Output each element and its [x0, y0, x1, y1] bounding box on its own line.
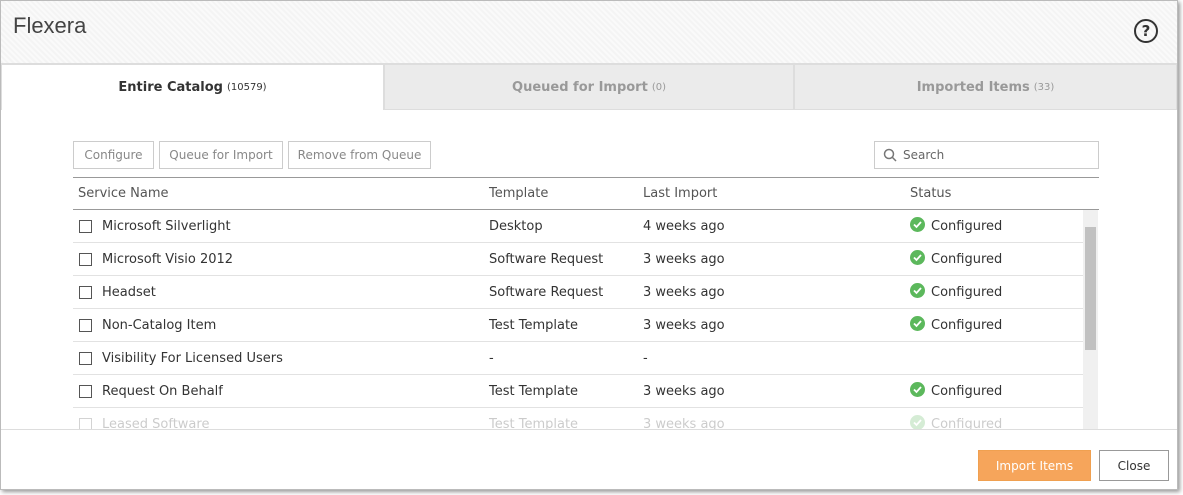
- tab-count: (0): [651, 81, 666, 93]
- template: Test Template: [489, 318, 579, 333]
- status: Configured: [910, 309, 1002, 342]
- check-icon: [910, 415, 925, 429]
- search-box[interactable]: Search: [874, 141, 1099, 169]
- check-icon: [910, 217, 925, 232]
- last-import: 3 weeks ago: [643, 417, 725, 429]
- header: [1, 1, 1177, 64]
- checkbox[interactable]: [79, 286, 92, 299]
- table-row[interactable]: Visibility For Licensed Users - -: [73, 342, 1083, 375]
- status-text: Configured: [931, 384, 1003, 399]
- checkbox[interactable]: [79, 352, 92, 365]
- status: Configured: [910, 243, 1002, 276]
- footer-button[interactable]: Close: [1099, 450, 1169, 481]
- dialog-title: Flexera: [13, 13, 87, 38]
- table-row[interactable]: Microsoft Silverlight Desktop 4 weeks ago C…: [73, 210, 1083, 243]
- check-mark: [913, 320, 922, 328]
- tab-count: (10579): [226, 82, 267, 93]
- divider: [73, 177, 1099, 178]
- search-icon: [883, 148, 897, 162]
- tab[interactable]: Imported Items (33): [794, 64, 1177, 110]
- service-name: Request On Behalf: [102, 384, 223, 399]
- last-import: -: [643, 351, 648, 366]
- checkbox[interactable]: [79, 418, 92, 429]
- table-row[interactable]: Leased Software Test Template 3 weeks ago C…: [73, 408, 1083, 429]
- check-icon: [910, 283, 925, 298]
- status-text: Configured: [931, 285, 1003, 300]
- template: -: [489, 351, 494, 366]
- tab-label: Imported Items: [916, 79, 1030, 95]
- divider: [73, 209, 1099, 210]
- status: Configured: [910, 276, 1002, 309]
- last-import: 3 weeks ago: [643, 384, 725, 399]
- toolbar-button[interactable]: Remove from Queue: [288, 141, 431, 169]
- tab[interactable]: Queued for Import (0): [384, 64, 794, 110]
- toolbar-button[interactable]: Configure: [73, 141, 154, 169]
- checkbox[interactable]: [79, 385, 92, 398]
- status-text: Configured: [931, 417, 1003, 429]
- footer-button[interactable]: Import Items: [978, 450, 1091, 481]
- table-body: Microsoft Silverlight Desktop 4 weeks ago C…: [73, 210, 1099, 429]
- table-row[interactable]: Non-Catalog Item Test Template 3 weeks ago…: [73, 309, 1083, 342]
- service-name: Microsoft Visio 2012: [102, 252, 234, 267]
- table-row[interactable]: Microsoft Visio 2012 Software Request 3 we…: [73, 243, 1083, 276]
- service-name: Non-Catalog Item: [102, 318, 217, 333]
- column-header[interactable]: Template: [489, 186, 549, 201]
- check-mark: [913, 386, 922, 394]
- status: Configured: [910, 408, 1002, 429]
- template: Software Request: [489, 252, 604, 267]
- check-icon: [910, 382, 925, 397]
- tab[interactable]: Entire Catalog (10579): [1, 64, 384, 110]
- status: Configured: [910, 210, 1002, 243]
- status: Configured: [910, 375, 1002, 408]
- check-mark: [913, 254, 922, 262]
- service-name: Microsoft Silverlight: [102, 219, 231, 234]
- service-name: Leased Software: [102, 417, 210, 429]
- status-text: Configured: [931, 252, 1003, 267]
- check-mark: [913, 419, 922, 427]
- table-row[interactable]: Request On Behalf Test Template 3 weeks ag…: [73, 375, 1083, 408]
- check-icon: [910, 316, 925, 331]
- column-header[interactable]: Service Name: [78, 186, 169, 201]
- last-import: 4 weeks ago: [643, 219, 725, 234]
- check-icon: [910, 250, 925, 265]
- tab-label: Entire Catalog: [118, 80, 223, 95]
- footer-divider: [1, 429, 1177, 430]
- last-import: 3 weeks ago: [643, 318, 725, 333]
- scroll-thumb[interactable]: [1085, 227, 1096, 350]
- status-text: Configured: [931, 318, 1003, 333]
- check-mark: [913, 287, 922, 295]
- checkbox[interactable]: [79, 220, 92, 233]
- tab-label: Queued for Import: [512, 79, 648, 95]
- check-mark: [913, 221, 922, 229]
- checkbox[interactable]: [79, 319, 92, 332]
- last-import: 3 weeks ago: [643, 252, 725, 267]
- column-header[interactable]: Status: [910, 186, 952, 201]
- column-header[interactable]: Last Import: [643, 186, 718, 201]
- template: Test Template: [489, 384, 579, 399]
- service-name: Visibility For Licensed Users: [102, 351, 283, 366]
- status-text: Configured: [931, 219, 1003, 234]
- tab-count: (33): [1033, 81, 1055, 93]
- search-placeholder: Search: [903, 148, 945, 162]
- template: Software Request: [489, 285, 604, 300]
- table-row[interactable]: Headset Software Request 3 weeks ago Config…: [73, 276, 1083, 309]
- service-name: Headset: [102, 285, 156, 300]
- checkbox[interactable]: [79, 253, 92, 266]
- template: Desktop: [489, 219, 543, 234]
- help-icon[interactable]: ?: [1134, 19, 1158, 43]
- toolbar-button[interactable]: Queue for Import: [159, 141, 283, 169]
- template: Test Template: [489, 417, 579, 429]
- last-import: 3 weeks ago: [643, 285, 725, 300]
